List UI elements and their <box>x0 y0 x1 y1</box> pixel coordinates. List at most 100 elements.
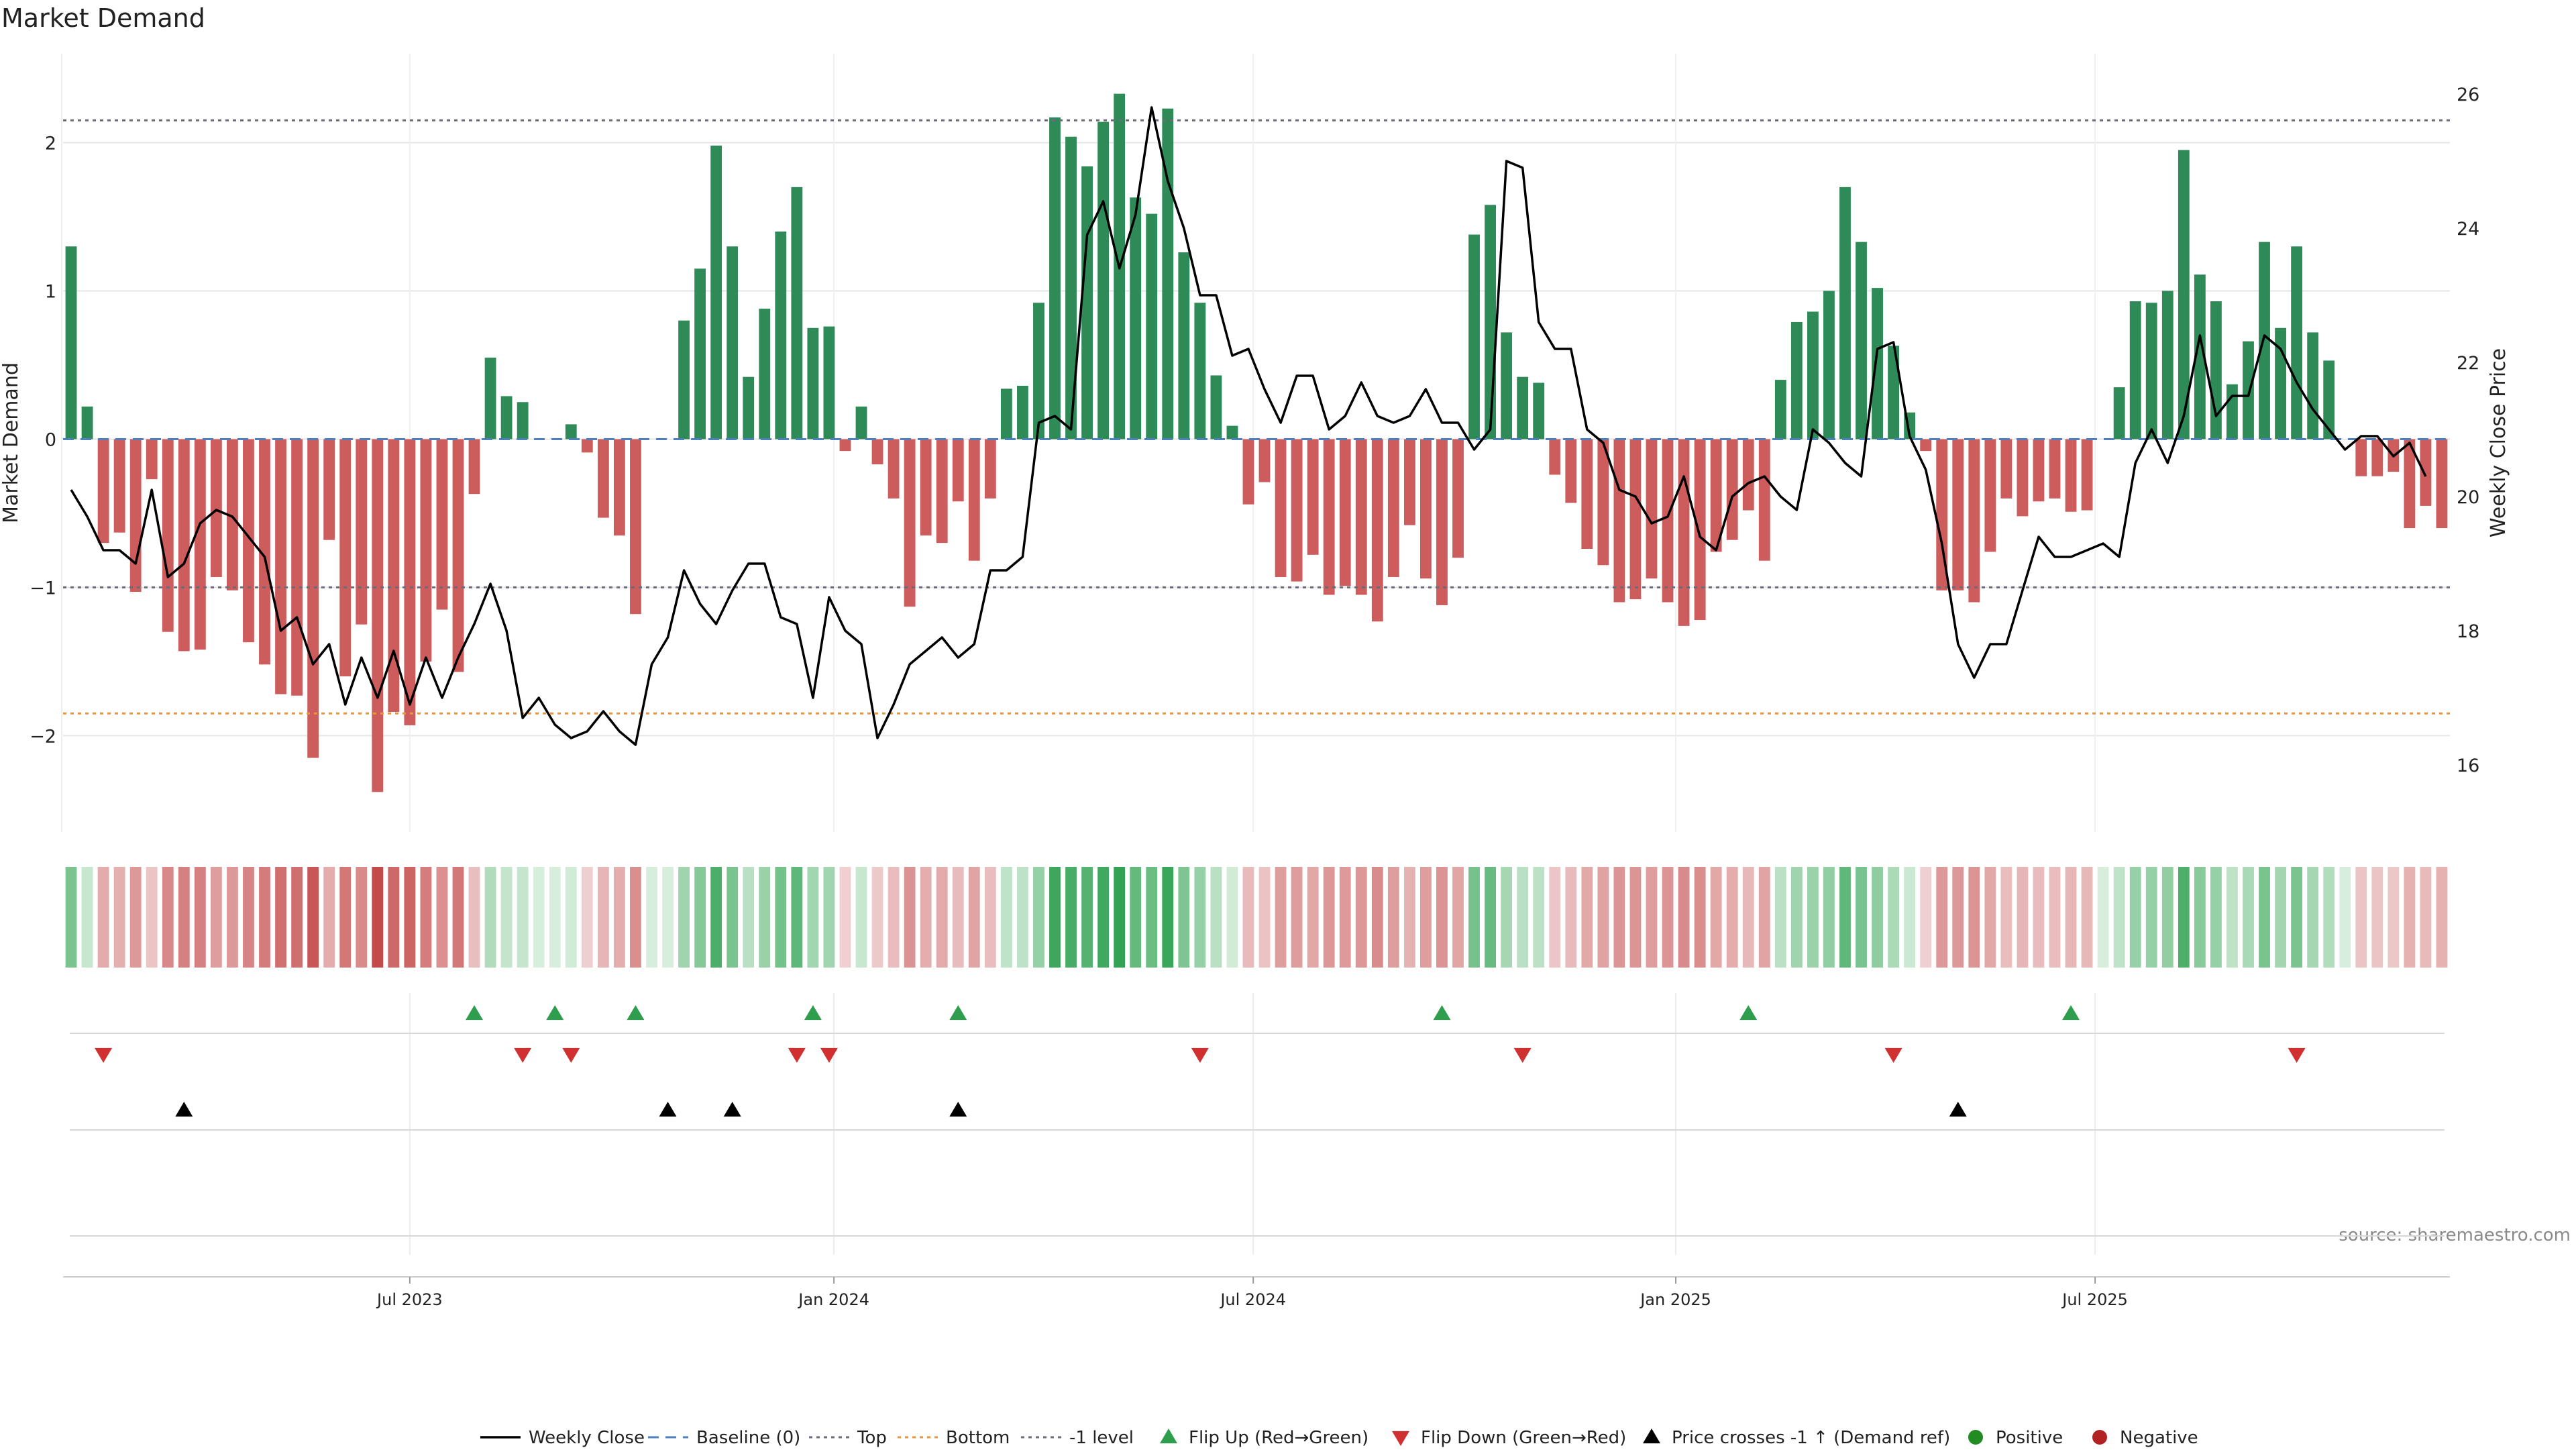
demand-bar-negative <box>97 439 109 543</box>
heat-cell <box>1387 867 1399 968</box>
flip-down-marker <box>820 1047 838 1063</box>
demand-bar-negative <box>307 439 319 758</box>
heat-cell <box>356 867 368 968</box>
heat-cell <box>984 867 996 968</box>
x-axis: Jul 2023 Jan 2024 Jul 2024 Jan 2025 Jul 2025 <box>63 1276 2450 1309</box>
demand-bar-positive <box>1888 346 1900 439</box>
demand-bar-negative <box>888 439 900 499</box>
legend-label-weekly_close: Weekly Close <box>529 1428 645 1448</box>
heat-cell <box>2033 867 2045 968</box>
heat-cell <box>1130 867 1142 968</box>
heat-cell <box>1307 867 1319 968</box>
heat-cell <box>275 867 286 968</box>
flip-up-marker <box>949 1005 967 1021</box>
heat-cell <box>743 867 755 968</box>
heat-cell <box>759 867 771 968</box>
demand-bar-positive <box>743 376 755 439</box>
heat-cell <box>1904 867 1916 968</box>
demand-bar-negative <box>2371 439 2383 476</box>
demand-bar-positive <box>694 268 706 439</box>
demand-bar-negative <box>1275 439 1287 577</box>
legend-label-flip_down: Flip Down (Green→Red) <box>1421 1428 1626 1448</box>
flip-up-marker <box>627 1005 645 1021</box>
heat-cell <box>1065 867 1077 968</box>
heat-cell <box>2339 867 2351 968</box>
legend-label-bottom: Bottom <box>946 1428 1010 1448</box>
legend-symbol-triangle-down <box>1392 1431 1409 1446</box>
demand-bar-negative <box>2033 439 2045 502</box>
heat-cell <box>2371 867 2383 968</box>
demand-bar-negative <box>581 439 593 453</box>
heat-cell <box>307 867 319 968</box>
demand-bar-negative <box>1952 439 1964 590</box>
demand-bar-positive <box>1856 242 1867 439</box>
demand-bar-positive <box>1146 213 1158 439</box>
demand-bar-positive <box>1130 197 1142 439</box>
heat-cell <box>1920 867 1932 968</box>
demand-bar-positive <box>2129 301 2141 439</box>
heat-cell <box>2436 867 2448 968</box>
heat-cell <box>243 867 254 968</box>
demand-bar-negative <box>243 439 254 643</box>
flip-down-marker <box>788 1047 806 1063</box>
demand-bar-negative <box>952 439 964 502</box>
heat-cell <box>2178 867 2190 968</box>
demand-bar-negative <box>1549 439 1561 475</box>
heat-cell <box>662 867 674 968</box>
y2-tick-label: 20 <box>2457 487 2479 508</box>
demand-bar-positive <box>2291 246 2303 439</box>
demand-bar-negative <box>1420 439 1432 579</box>
demand-bar-negative <box>1742 439 1754 511</box>
demand-bar-positive <box>1178 252 1190 439</box>
demand-bar-negative <box>904 439 916 607</box>
heat-cell <box>1758 867 1770 968</box>
demand-bar-negative <box>452 439 464 672</box>
heat-cell <box>1501 867 1513 968</box>
demand-bar-positive <box>710 145 722 439</box>
heat-cell <box>1194 867 1206 968</box>
heat-cell <box>436 867 448 968</box>
heat-cell <box>1613 867 1625 968</box>
flip-down-marker <box>2288 1047 2306 1063</box>
heat-cell <box>888 867 900 968</box>
demand-bar-negative <box>984 439 996 499</box>
heat-cell <box>1291 867 1303 968</box>
heat-cell <box>936 867 948 968</box>
x-tick-label: Jul 2023 <box>376 1290 443 1309</box>
heat-cell <box>2420 867 2432 968</box>
y2-axis-ticks: 26 24 22 20 18 16 <box>2457 85 2479 776</box>
demand-bar-positive <box>855 406 867 439</box>
demand-bar-negative <box>227 439 238 590</box>
demand-bar-positive <box>1790 321 1803 439</box>
heat-cell <box>1097 867 1110 968</box>
heat-cell <box>1420 867 1432 968</box>
y2-tick-label: 16 <box>2457 756 2479 776</box>
y-tick-label: 2 <box>45 134 56 154</box>
heat-cell <box>517 867 529 968</box>
demand-bar-negative <box>1678 439 1690 626</box>
demand-bar-negative <box>1662 439 1674 603</box>
heat-cell <box>1790 867 1803 968</box>
heat-cell <box>581 867 593 968</box>
heat-cell <box>565 867 577 968</box>
legend-label-negative: Negative <box>2120 1428 2198 1448</box>
heat-cell <box>2113 867 2125 968</box>
heat-cell <box>2307 867 2319 968</box>
flip-down-marker <box>514 1047 532 1063</box>
price-cross-marker <box>949 1102 967 1117</box>
price-cross-marker <box>659 1102 677 1117</box>
heat-cell <box>129 867 142 968</box>
legend-label-cross: Price crosses -1 ↑ (Demand ref) <box>1672 1428 1950 1448</box>
demand-bar-negative <box>388 439 400 713</box>
flip-down-marker <box>1884 1047 1902 1063</box>
heat-cell <box>678 867 690 968</box>
demand-bar-positive <box>1839 187 1851 439</box>
demand-bar-negative <box>2017 439 2029 517</box>
heat-cell <box>1774 867 1786 968</box>
heat-cell <box>1629 867 1642 968</box>
heat-cell <box>597 867 609 968</box>
legend-symbol-triangle-up <box>1160 1429 1177 1444</box>
flip-up-marker <box>1739 1005 1758 1021</box>
flip-down-marker <box>1191 1047 1209 1063</box>
demand-bar-positive <box>1807 311 1819 439</box>
